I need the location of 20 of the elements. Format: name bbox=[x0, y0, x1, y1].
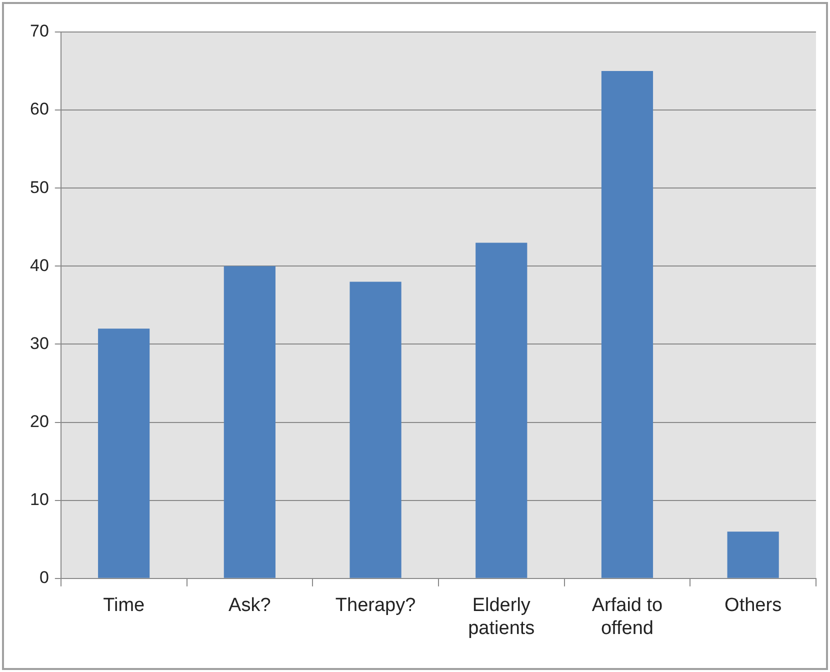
y-tick-label: 60 bbox=[30, 100, 49, 119]
y-tick-label: 30 bbox=[30, 334, 49, 353]
x-tick-label: Therapy? bbox=[335, 595, 416, 616]
x-tick-label: Arfaid to offend bbox=[592, 595, 663, 639]
y-tick-label: 20 bbox=[30, 412, 49, 431]
bar bbox=[224, 266, 276, 578]
bar bbox=[350, 282, 402, 578]
y-tick-label: 40 bbox=[30, 256, 49, 275]
bar bbox=[601, 71, 654, 578]
y-tick-label: 70 bbox=[30, 22, 49, 41]
x-tick-label: Elderly patients bbox=[468, 595, 535, 639]
y-tick-label: 50 bbox=[30, 178, 49, 197]
y-tick-label: 0 bbox=[39, 568, 49, 588]
x-tick-label: Others bbox=[724, 595, 782, 616]
x-tick-label: Ask? bbox=[228, 595, 271, 616]
y-tick-label: 10 bbox=[30, 490, 49, 510]
bar bbox=[727, 532, 779, 578]
bar bbox=[98, 328, 150, 578]
x-tick-label: Time bbox=[103, 595, 145, 616]
bar bbox=[476, 242, 528, 578]
